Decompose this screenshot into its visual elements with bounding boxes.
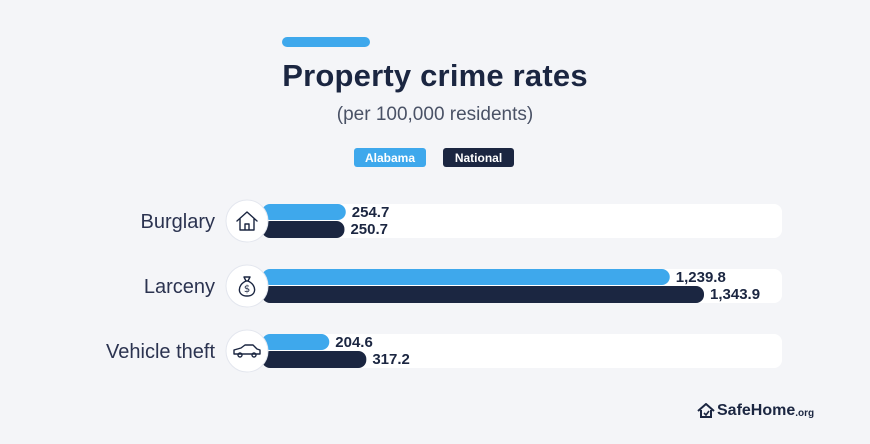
icon-badge bbox=[225, 264, 269, 308]
value-label-national: 1,343.9 bbox=[710, 286, 760, 303]
value-label-national: 250.7 bbox=[350, 221, 388, 238]
house-shield-icon bbox=[697, 403, 715, 418]
bar-alabama bbox=[262, 334, 330, 350]
bar-alabama bbox=[262, 269, 670, 285]
svg-text:$: $ bbox=[244, 284, 250, 295]
bar-national bbox=[262, 221, 345, 238]
bar-alabama bbox=[262, 204, 346, 220]
brand-name: SafeHome bbox=[717, 402, 796, 419]
bar-national bbox=[262, 286, 704, 303]
legend-alabama: Alabama bbox=[354, 148, 426, 167]
value-label-alabama: 1,239.8 bbox=[676, 269, 726, 286]
icon-badge bbox=[225, 329, 269, 373]
legend-national: National bbox=[443, 148, 514, 167]
value-label-alabama: 204.6 bbox=[335, 334, 373, 351]
brand-logo: SafeHome .org bbox=[697, 402, 814, 420]
bar-track bbox=[262, 204, 782, 238]
icon-badge bbox=[225, 199, 269, 243]
money-bag-icon: $ bbox=[238, 276, 256, 297]
bar-national bbox=[262, 351, 367, 368]
accent-bar bbox=[282, 37, 370, 47]
category-label: Burglary bbox=[141, 211, 215, 233]
car-icon bbox=[233, 344, 261, 358]
category-label: Vehicle theft bbox=[106, 341, 215, 363]
chart-subtitle: (per 100,000 residents) bbox=[336, 104, 534, 125]
chart-title: Property crime rates bbox=[282, 58, 588, 93]
house-icon bbox=[236, 211, 258, 231]
category-label: Larceny bbox=[144, 276, 215, 298]
value-label-alabama: 254.7 bbox=[352, 204, 390, 221]
brand-tld: .org bbox=[795, 407, 815, 419]
bar-track bbox=[262, 334, 782, 368]
value-label-national: 317.2 bbox=[372, 351, 410, 368]
